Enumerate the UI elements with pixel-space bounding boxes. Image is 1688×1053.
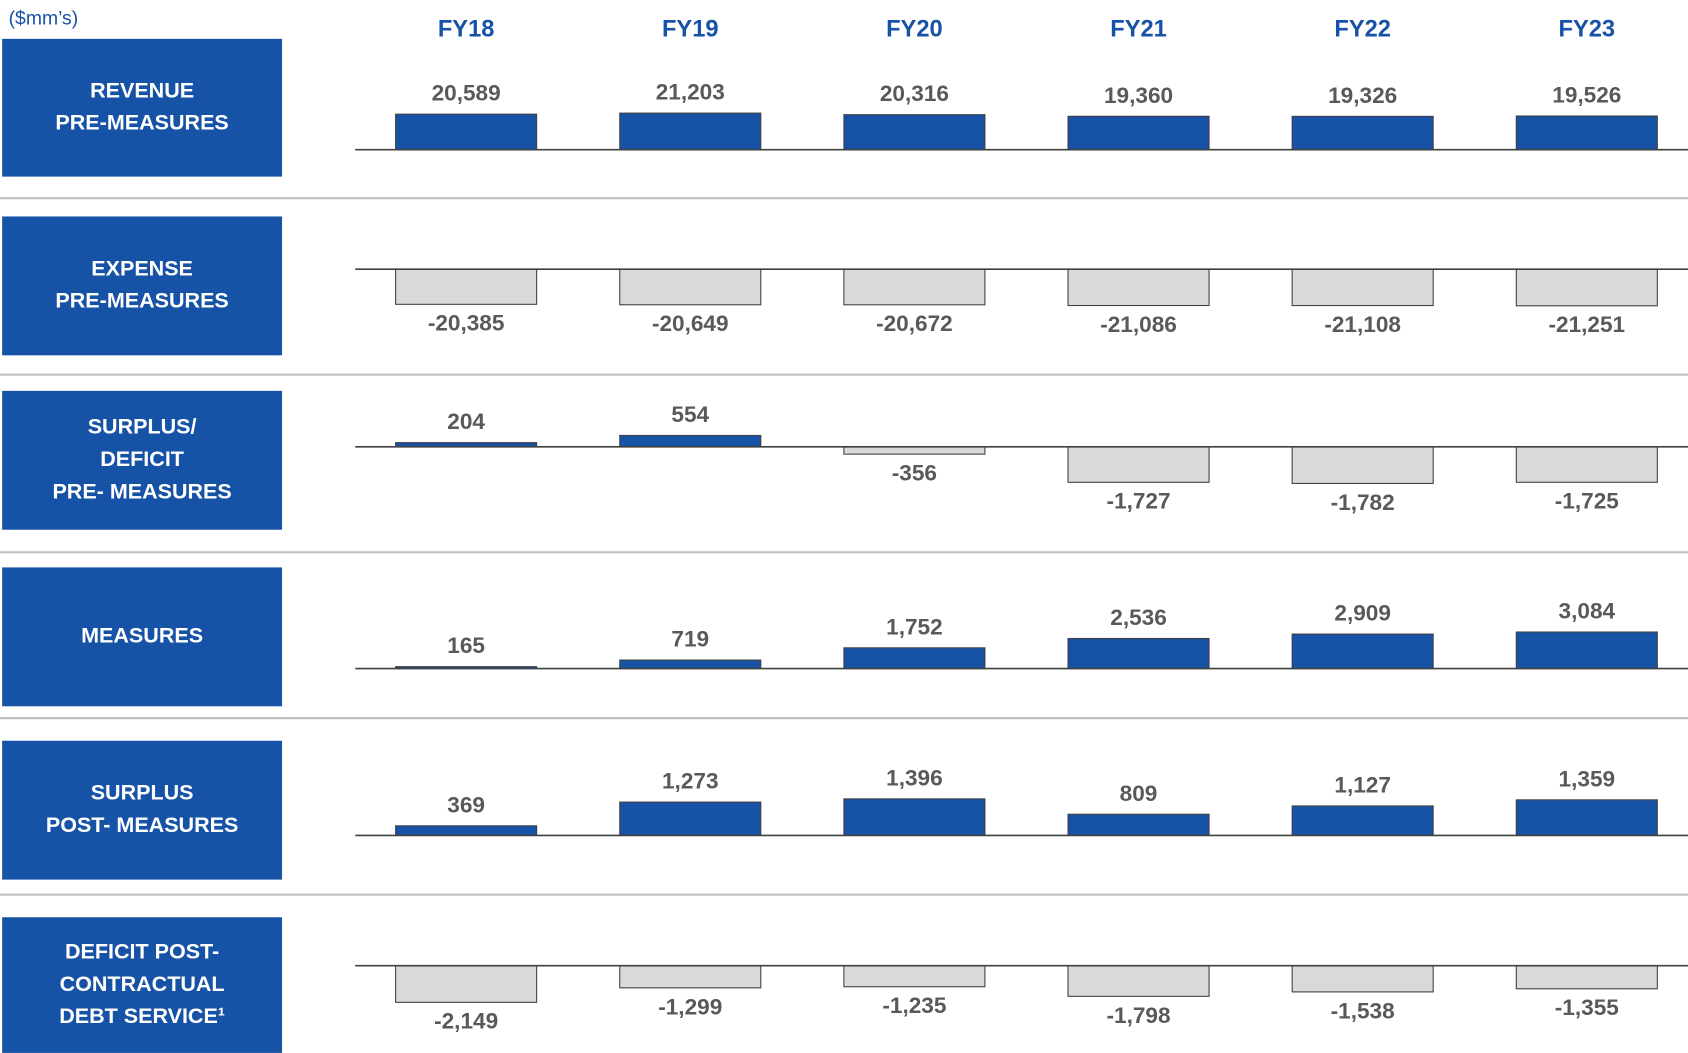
bar — [1515, 631, 1658, 670]
bar — [619, 434, 762, 448]
bar — [1515, 115, 1658, 151]
value-label: 204 — [447, 409, 485, 434]
value-label: -356 — [892, 461, 937, 486]
bar — [1291, 805, 1434, 837]
bar — [1291, 446, 1434, 484]
row-label: SURPLUS/ — [88, 415, 197, 439]
value-label: 1,396 — [886, 765, 943, 790]
value-label: 20,316 — [880, 81, 949, 106]
value-label: 719 — [671, 627, 709, 652]
value-label: 1,127 — [1334, 773, 1391, 798]
bar — [843, 798, 986, 837]
value-label: -21,086 — [1100, 312, 1177, 337]
bar — [619, 801, 762, 837]
row-label-box — [2, 390, 283, 530]
bar — [1067, 813, 1210, 837]
column-header: FY20 — [886, 16, 943, 42]
bar — [619, 268, 762, 306]
row-label: DEBT SERVICE¹ — [59, 1004, 225, 1028]
bar — [843, 647, 986, 670]
value-label: 2,909 — [1334, 601, 1391, 626]
value-label: 809 — [1120, 781, 1158, 806]
row-label: EXPENSE — [91, 256, 193, 280]
row-label: PRE-MEASURES — [55, 289, 228, 313]
column-header: FY22 — [1334, 16, 1391, 42]
row-label: SURPLUS — [91, 781, 194, 805]
bar — [843, 268, 986, 306]
row-label: PRE-MEASURES — [55, 111, 228, 135]
unit-label: ($mm’s) — [9, 8, 79, 30]
row-label: CONTRACTUAL — [60, 972, 225, 996]
value-label: -1,798 — [1106, 1003, 1170, 1028]
bar — [1291, 268, 1434, 307]
row-label-box — [2, 216, 283, 356]
bar — [843, 446, 986, 455]
bar — [1515, 446, 1658, 483]
row-label: DEFICIT — [100, 447, 184, 471]
row-label: PRE- MEASURES — [52, 479, 231, 503]
bar — [395, 113, 538, 151]
value-label: 20,589 — [432, 81, 501, 106]
value-label: 19,326 — [1328, 83, 1397, 108]
value-label: -1,782 — [1331, 490, 1395, 515]
value-label: 21,203 — [656, 80, 725, 105]
value-label: 369 — [447, 792, 485, 817]
column-header: FY23 — [1559, 16, 1616, 42]
bar — [1291, 965, 1434, 993]
value-label: -1,725 — [1555, 489, 1619, 514]
bar — [619, 112, 762, 151]
bar — [619, 965, 762, 989]
value-label: -1,235 — [882, 993, 946, 1018]
bar — [395, 268, 538, 305]
row-label: DEFICIT POST- — [65, 939, 219, 963]
bar — [843, 965, 986, 988]
value-label: -1,727 — [1106, 489, 1170, 514]
bar — [1515, 965, 1658, 990]
row-label: REVENUE — [90, 78, 194, 102]
value-label: 19,526 — [1552, 83, 1621, 108]
bar — [1067, 637, 1210, 670]
row-label: POST- MEASURES — [46, 813, 238, 837]
value-label: 2,536 — [1110, 605, 1167, 630]
column-header: FY19 — [662, 16, 719, 42]
value-label: -20,385 — [428, 311, 505, 336]
bar — [1515, 799, 1658, 837]
bar — [843, 114, 986, 151]
value-label: -1,538 — [1331, 998, 1395, 1023]
bar — [619, 659, 762, 670]
value-label: -1,355 — [1555, 995, 1619, 1020]
bar — [1067, 268, 1210, 307]
value-label: 1,752 — [886, 614, 943, 639]
value-label: -21,108 — [1324, 312, 1401, 337]
value-label: -20,649 — [652, 311, 729, 336]
bar — [1291, 115, 1434, 151]
bar — [1067, 965, 1210, 997]
value-label: -21,251 — [1548, 312, 1625, 337]
value-label: 554 — [671, 402, 709, 427]
row-label-box — [2, 38, 283, 177]
value-label: 19,360 — [1104, 83, 1173, 108]
row-label-box — [2, 917, 283, 1053]
value-label: -2,149 — [434, 1009, 498, 1034]
bar — [1291, 633, 1434, 670]
value-label: -1,299 — [658, 994, 722, 1019]
row-label-box — [2, 567, 283, 707]
value-label: 3,084 — [1559, 599, 1616, 624]
value-label: 1,359 — [1559, 766, 1616, 791]
bar — [395, 825, 538, 837]
column-header: FY21 — [1110, 16, 1167, 42]
row-label: MEASURES — [81, 624, 203, 648]
value-label: -20,672 — [876, 311, 953, 336]
value-label: 165 — [447, 633, 485, 658]
value-label: 1,273 — [662, 769, 719, 794]
row-label-box — [2, 740, 283, 880]
bar — [1067, 115, 1210, 151]
bar — [1515, 268, 1658, 307]
bar — [1067, 446, 1210, 483]
column-header: FY18 — [438, 16, 495, 42]
bar — [395, 965, 538, 1003]
